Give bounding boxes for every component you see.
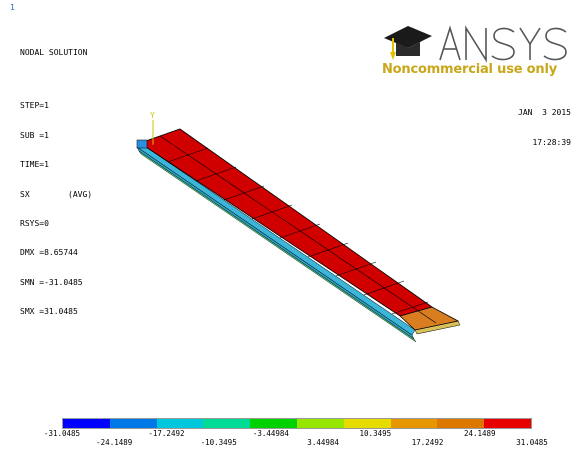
beam-side-face-lower: [136, 146, 415, 340]
info-line-time: TIME=1: [20, 160, 92, 169]
legend-color-segment: [63, 419, 110, 428]
datetime-stamp: JAN 3 2015 17:28:39: [518, 88, 571, 168]
legend-value-label: -10.3495: [200, 438, 237, 447]
info-key: SMX =: [20, 307, 45, 317]
info-line-smn: SMN = -31.0485: [20, 278, 92, 287]
legend-color-segment: [484, 419, 531, 428]
info-line-rsys: RSYS=0: [20, 219, 92, 228]
graduation-cap-icon: [384, 26, 432, 60]
info-value: 31.0485: [44, 307, 78, 317]
axis-y-label: Y: [150, 111, 155, 120]
axis-triad: Y X: [150, 111, 175, 148]
legend-value-label: 3.44984: [307, 438, 339, 447]
info-value: (AVG): [68, 189, 93, 199]
ansys-logo: [384, 25, 567, 63]
legend-value-label: -24.1489: [96, 438, 133, 447]
legend-color-segment: [109, 419, 157, 428]
info-key: SMN =: [20, 277, 45, 287]
info-key: DMX =: [20, 248, 45, 258]
info-line-sx: SX (AVG): [20, 190, 92, 199]
mesh-transverse-lines: [167, 147, 429, 315]
solution-title: NODAL SOLUTION: [20, 48, 88, 57]
info-value: -31.0485: [44, 277, 83, 287]
info-line-dmx: DMX = 8.65744: [20, 248, 92, 257]
legend-value-label: -31.0485: [43, 429, 81, 438]
noncommercial-tagline: Noncommercial use only: [382, 62, 557, 77]
legend-color-segment: [156, 419, 204, 428]
legend-color-segment: [296, 419, 344, 428]
legend-color-segment: [343, 419, 391, 428]
legend-value-label: -3.44984: [252, 429, 289, 438]
info-line-sub: SUB =1: [20, 131, 92, 140]
info-line-step: STEP=1: [20, 101, 92, 110]
legend-color-segment: [203, 419, 251, 428]
contour-legend-bar: [62, 418, 532, 429]
ansys-wordmark: [439, 25, 567, 63]
legend-color-segment: [390, 419, 438, 428]
info-key: TIME=1: [20, 160, 49, 170]
solution-info-block: NODAL SOLUTION STEP=1 SUB =1 TIME=1 SX (A…: [20, 28, 92, 337]
legend-color-segment: [437, 419, 485, 428]
time-label: 17:28:39: [532, 138, 571, 147]
contour-legend-labels: -31.0485 -24.1489 -17.2492 -10.3495 -3.44984…: [0, 429, 582, 449]
window-number: 1: [10, 3, 15, 12]
legend-value-label: 24.1489: [463, 429, 496, 438]
date-label: JAN 3 2015: [518, 108, 571, 117]
info-key: RSYS=0: [20, 218, 49, 228]
info-key: SX: [20, 189, 30, 199]
info-key: SUB =1: [20, 130, 49, 140]
legend-value-label: -17.2492: [148, 429, 185, 438]
fea-model-view[interactable]: Y X: [0, 0, 582, 410]
legend-color-segment: [250, 419, 297, 428]
beam-top-face: [139, 128, 433, 317]
info-key: STEP=1: [20, 101, 49, 111]
legend-value-label: 31.0485: [516, 438, 548, 447]
beam-side-face-green: [138, 150, 417, 343]
info-line-smx: SMX = 31.0485: [20, 307, 92, 316]
beam-side-face: [136, 142, 416, 336]
mesh-line: [159, 135, 437, 324]
legend-value-label: 10.3495: [359, 429, 392, 438]
legend-value-label: 17.2492: [411, 438, 444, 447]
support-end: [136, 139, 148, 149]
info-value: 8.65744: [44, 248, 78, 258]
axis-x-label: X: [170, 139, 175, 148]
